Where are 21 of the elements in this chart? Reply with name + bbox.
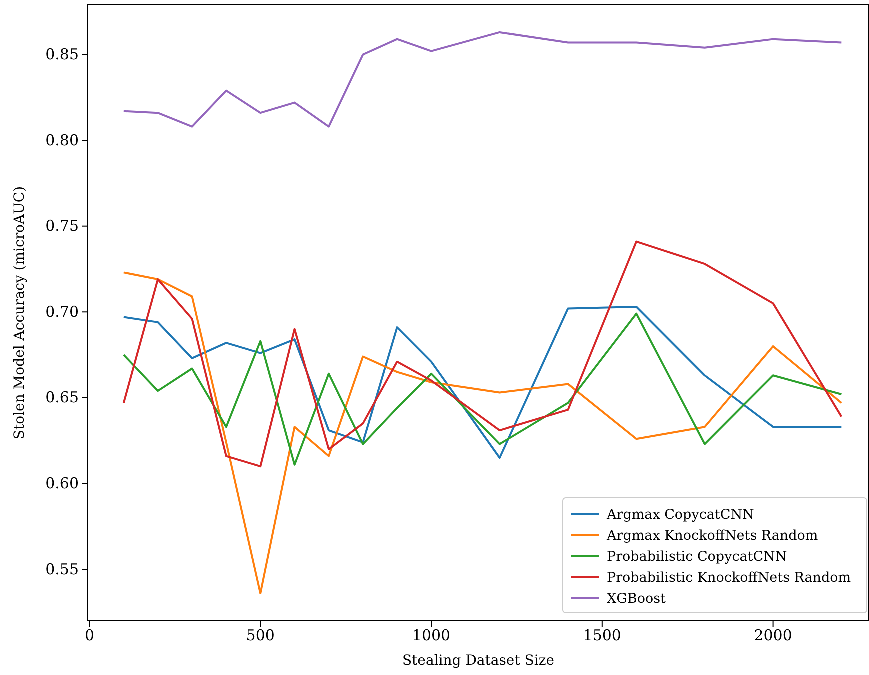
x-tick-label: 1000 — [412, 626, 451, 645]
legend-label: XGBoost — [607, 591, 666, 607]
y-tick-label: 0.60 — [46, 474, 79, 493]
line-series — [122, 240, 843, 468]
y-tick-label: 0.70 — [46, 302, 79, 321]
y-tick-label: 0.55 — [46, 560, 79, 578]
legend-label: Argmax KnockoffNets Random — [606, 528, 818, 544]
x-tick-label: 2000 — [754, 626, 792, 645]
y-tick-label: 0.85 — [46, 46, 79, 64]
x-tick-label: 0 — [84, 626, 94, 645]
y-tick-label: 0.75 — [46, 217, 79, 236]
legend-label: Probabilistic CopycatCNN — [607, 549, 788, 565]
legend-label: Probabilistic KnockoffNets Random — [607, 570, 852, 586]
y-axis-title: Stolen Model Accuracy (microAUC) — [12, 186, 28, 440]
y-tick-label: 0.65 — [46, 388, 79, 407]
x-axis-title: Stealing Dataset Size — [402, 653, 555, 669]
y-tick-label: 0.80 — [46, 131, 79, 150]
legend-label: Argmax CopycatCNN — [606, 507, 754, 523]
line-series — [122, 31, 843, 128]
x-tick-label: 1500 — [583, 626, 622, 645]
x-tick-label: 500 — [246, 626, 275, 645]
